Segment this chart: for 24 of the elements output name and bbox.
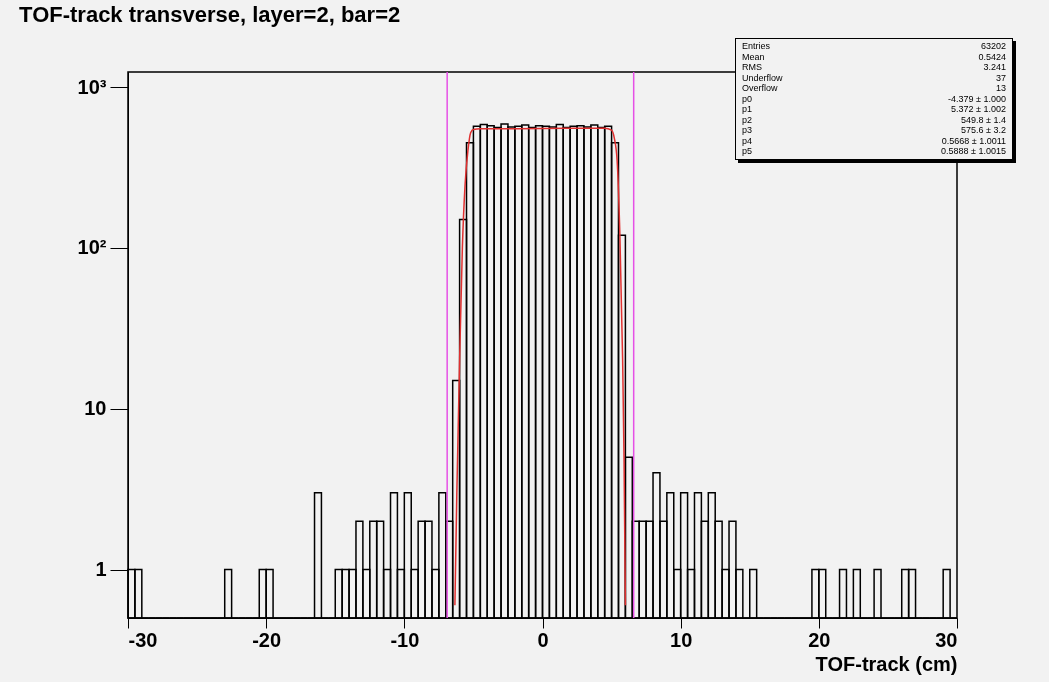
text: p5 0.5888 ± 1.0015 — [742, 146, 1006, 156]
x-tick-label: -20 — [252, 628, 282, 651]
y-tick-label: 10³ — [77, 75, 107, 98]
x-tick-label: -30 — [128, 628, 158, 651]
text: Entries 63202 — [742, 41, 1006, 51]
x-axis-title: TOF-track (cm) — [815, 652, 958, 675]
text: Mean 0.5424 — [742, 51, 1006, 62]
y-tick-label: 10 — [84, 397, 107, 420]
x-tick-label: 30 — [935, 628, 958, 651]
text: p2 549.8 ± 1.4 — [742, 114, 1006, 125]
x-tick-label: 10 — [670, 628, 693, 651]
x-tick-label: 0 — [537, 628, 549, 651]
text: p3 575.6 ± 3.2 — [742, 125, 1006, 135]
text: p4 0.5668 ± 1.0011 — [742, 135, 1006, 146]
text: Overflow 13 — [742, 83, 1006, 93]
y-tick-label: 10² — [77, 236, 107, 259]
text: RMS 3.241 — [742, 62, 1006, 72]
text: p1 5.372 ± 1.002 — [742, 104, 1006, 114]
chart-title: TOF-track transverse, layer=2, bar=2 — [19, 2, 401, 28]
text: Underflow 37 — [742, 72, 1006, 83]
x-tick-label: 20 — [808, 628, 831, 651]
text: p0 -4.379 ± 1.000 — [742, 93, 1006, 104]
x-tick-label: -10 — [390, 628, 420, 651]
y-tick-label: 1 — [95, 558, 107, 581]
